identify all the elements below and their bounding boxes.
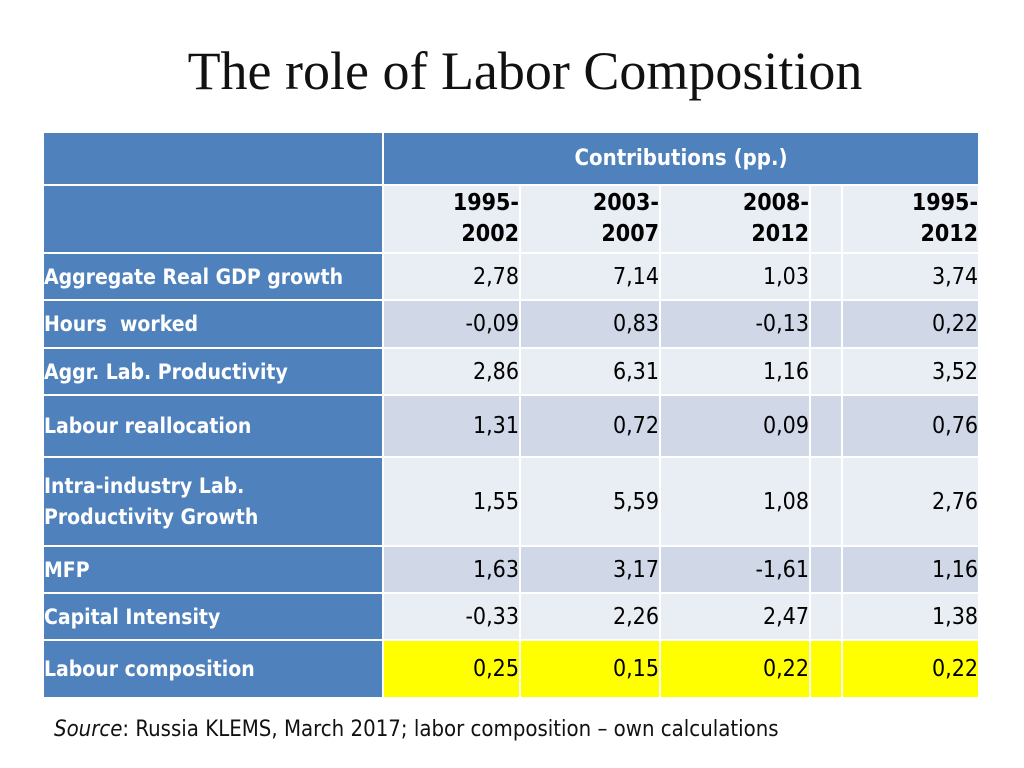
table-cell: 0,09	[661, 396, 811, 458]
table-row: Capital Intensity -0,33 2,26 2,47 1,38	[44, 594, 981, 641]
contributions-header: Contributions (pp.)	[384, 133, 981, 186]
table-cell: 2,78	[384, 254, 521, 301]
table-row-highlighted: Labour composition 0,25 0,15 0,22 0,22	[44, 641, 981, 699]
table-row: MFP 1,63 3,17 -1,61 1,16	[44, 547, 981, 594]
row-label-hours-worked: Hours worked	[44, 301, 384, 349]
table-cell: 7,14	[521, 254, 661, 301]
header-corner-cell-2	[44, 186, 384, 254]
table-cell: 3,52	[843, 349, 981, 396]
table-cell: 2,76	[843, 458, 981, 547]
table-cell: 0,83	[521, 301, 661, 349]
table-cell: 1,31	[384, 396, 521, 458]
table-row: Hours worked -0,09 0,83 -0,13 0,22	[44, 301, 981, 349]
column-header-2008-2012: 2008- 2012	[661, 186, 811, 254]
gap-cell	[811, 458, 843, 547]
table-cell: 0,25	[384, 641, 521, 699]
table-cell: 0,76	[843, 396, 981, 458]
header-corner-cell	[44, 133, 384, 186]
table-row: Intra-industry Lab. Productivity Growth 1…	[44, 458, 981, 547]
gap-cell	[811, 594, 843, 641]
table-row: Labour reallocation 1,31 0,72 0,09 0,76	[44, 396, 981, 458]
table-cell: 1,03	[661, 254, 811, 301]
row-label-labour-composition: Labour composition	[44, 641, 384, 699]
row-label-capital-intensity: Capital Intensity	[44, 594, 384, 641]
column-header-1995-2012: 1995- 2012	[843, 186, 981, 254]
table-cell: 0,22	[843, 301, 981, 349]
source-text: : Russia KLEMS, March 2017; labor compos…	[122, 717, 779, 742]
table-row: Aggregate Real GDP growth 2,78 7,14 1,03…	[44, 254, 981, 301]
row-label-labour-reallocation: Labour reallocation	[44, 396, 384, 458]
gap-cell	[811, 547, 843, 594]
table-cell: 0,22	[661, 641, 811, 699]
table-row: Aggr. Lab. Productivity 2,86 6,31 1,16 3…	[44, 349, 981, 396]
table-cell: 2,47	[661, 594, 811, 641]
slide-title: The role of Labor Composition	[187, 41, 863, 101]
table-cell: 2,26	[521, 594, 661, 641]
row-label-gdp-growth: Aggregate Real GDP growth	[44, 254, 384, 301]
row-label-intra-industry-productivity: Intra-industry Lab. Productivity Growth	[44, 458, 384, 547]
gap-cell	[811, 641, 843, 699]
table-cell: 0,22	[843, 641, 981, 699]
row-label-mfp: MFP	[44, 547, 384, 594]
table-cell: 3,17	[521, 547, 661, 594]
column-gap	[811, 186, 843, 254]
table-cell: 5,59	[521, 458, 661, 547]
table-cell: -0,09	[384, 301, 521, 349]
source-note: Source: Russia KLEMS, March 2017; labor …	[54, 717, 779, 742]
gap-cell	[811, 301, 843, 349]
column-header-1995-2002: 1995- 2002	[384, 186, 521, 254]
table-cell: 3,74	[843, 254, 981, 301]
gap-cell	[811, 396, 843, 458]
row-label-aggr-lab-productivity: Aggr. Lab. Productivity	[44, 349, 384, 396]
gap-cell	[811, 254, 843, 301]
gap-cell	[811, 349, 843, 396]
table-cell: 1,16	[661, 349, 811, 396]
column-header-2003-2007: 2003- 2007	[521, 186, 661, 254]
source-label: Source	[54, 717, 123, 742]
table-cell: 1,08	[661, 458, 811, 547]
table-cell: 2,86	[384, 349, 521, 396]
table-cell: 0,72	[521, 396, 661, 458]
table-cell: 1,16	[843, 547, 981, 594]
table-cell: -0,13	[661, 301, 811, 349]
contributions-table: Contributions (pp.) 1995- 2002 2003- 2007 …	[44, 133, 981, 699]
table-cell: -0,33	[384, 594, 521, 641]
table-cell: 1,63	[384, 547, 521, 594]
table-cell: 0,15	[521, 641, 661, 699]
table-cell: 1,55	[384, 458, 521, 547]
table-cell: 6,31	[521, 349, 661, 396]
table-cell: 1,38	[843, 594, 981, 641]
table-cell: -1,61	[661, 547, 811, 594]
